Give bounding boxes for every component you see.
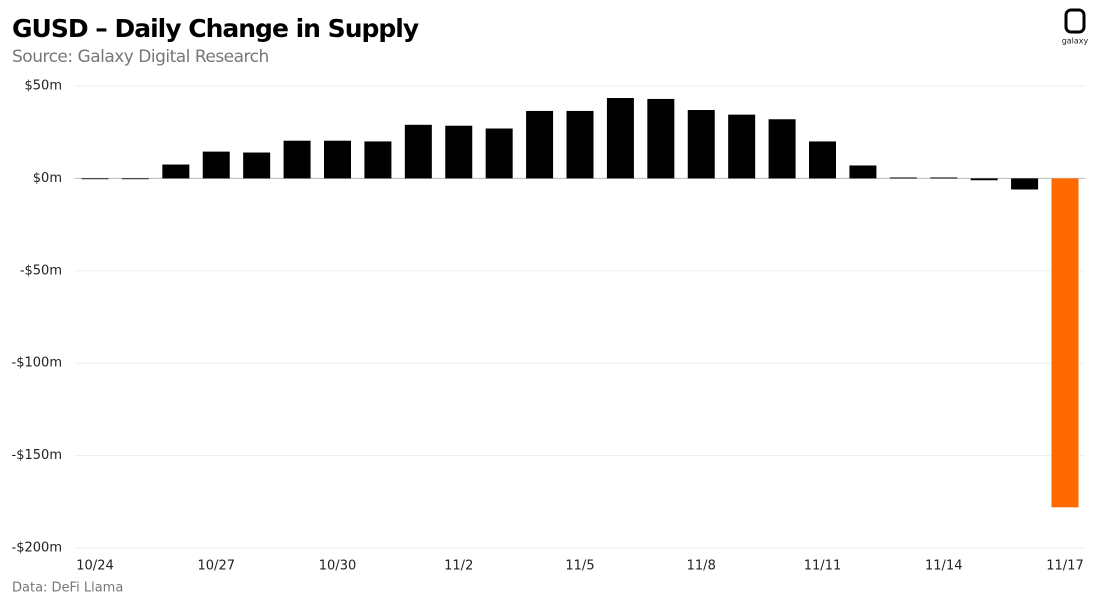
bar <box>81 178 109 180</box>
bar <box>364 141 392 179</box>
bar <box>324 140 351 179</box>
x-tick-label: 10/24 <box>76 559 113 574</box>
y-tick-label: -$200m <box>12 541 62 556</box>
bar <box>526 110 554 179</box>
bar <box>849 165 877 179</box>
bar <box>809 141 836 179</box>
chart-subtitle: Source: Galaxy Digital Research <box>12 47 269 67</box>
bar <box>768 119 796 179</box>
x-tick-label: 11/14 <box>925 559 962 574</box>
bar <box>728 114 756 179</box>
bar <box>647 98 675 179</box>
x-tick-label: 11/8 <box>687 559 716 574</box>
bar <box>283 140 311 179</box>
x-tick-label: 11/17 <box>1046 559 1083 574</box>
bar <box>162 164 190 179</box>
bar <box>687 110 715 179</box>
x-tick-label: 11/2 <box>444 559 473 574</box>
bar <box>404 124 432 179</box>
bar <box>445 125 473 179</box>
bar <box>889 177 917 179</box>
y-tick-label: $50m <box>25 79 62 94</box>
x-tick-label: 11/5 <box>565 559 594 574</box>
source-note: Data: DeFi Llama <box>12 581 123 596</box>
y-tick-label: -$150m <box>12 448 62 463</box>
bar <box>485 128 513 179</box>
bar <box>1051 178 1079 508</box>
bar <box>606 98 634 179</box>
bar <box>202 151 230 179</box>
bar <box>1011 178 1039 190</box>
bar <box>566 110 594 179</box>
y-tick-label: -$100m <box>12 356 62 371</box>
chart-title: GUSD – Daily Change in Supply <box>12 14 419 43</box>
logo-icon <box>1064 8 1086 34</box>
x-tick-label: 10/30 <box>319 559 356 574</box>
logo-text: galaxy <box>1062 37 1089 46</box>
x-tick-label: 11/11 <box>804 559 841 574</box>
bar <box>121 178 149 180</box>
bar <box>930 177 958 179</box>
bar <box>970 178 998 181</box>
y-tick-label: $0m <box>33 171 62 186</box>
y-tick-label: -$50m <box>20 263 62 278</box>
bar <box>243 152 271 179</box>
x-tick-label: 10/27 <box>198 559 235 574</box>
